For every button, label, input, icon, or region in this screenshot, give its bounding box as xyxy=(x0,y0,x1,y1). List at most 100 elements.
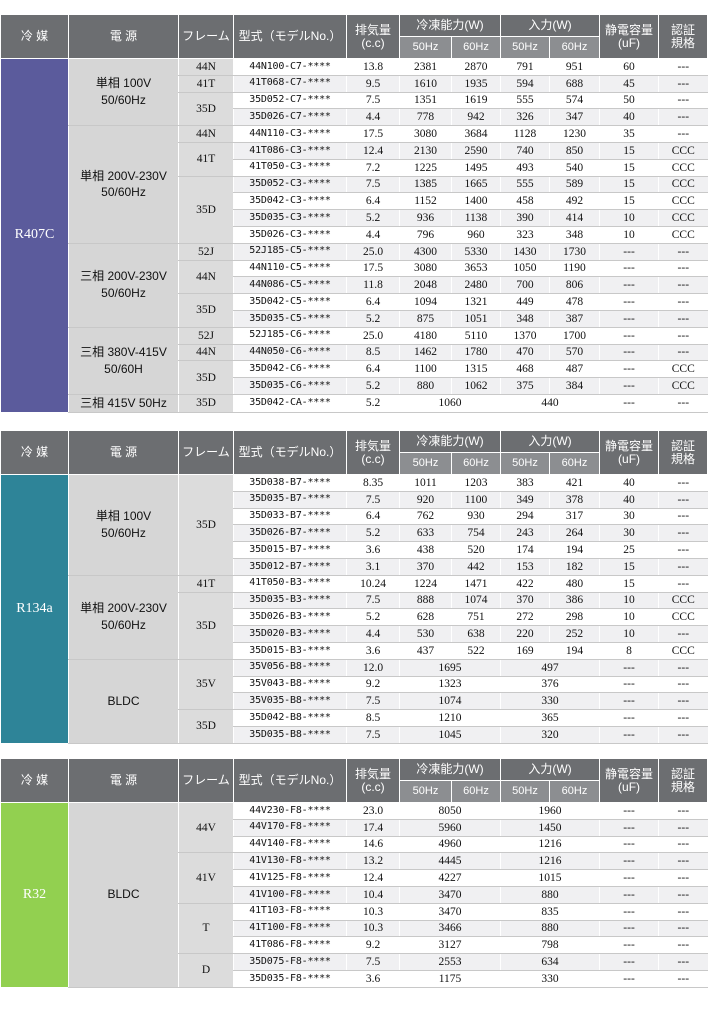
input-cell-text: 252 xyxy=(565,628,584,641)
certification-cell: --- xyxy=(658,625,708,643)
cooling-cell-text: 1780 xyxy=(464,346,488,359)
cooling-cell-text: 960 xyxy=(467,228,485,241)
header-capacitance: 静電容量 (uF) xyxy=(599,758,660,803)
model-cell: 35D052-C7-**** xyxy=(233,92,347,110)
displacement-cell-text: 23.0 xyxy=(362,804,384,817)
displacement-cell-text: 6.4 xyxy=(365,363,381,376)
input-cell: 480 xyxy=(549,575,600,593)
cooling-cell: 1400 xyxy=(450,192,501,211)
input-cell-text: 791 xyxy=(516,60,534,73)
model-cell-text: 41T086-F8-**** xyxy=(249,939,331,951)
displacement-cell: 12.4 xyxy=(346,142,400,160)
capacitance-cell-text: --- xyxy=(623,279,635,292)
input-cell-text: 376 xyxy=(541,678,559,691)
cooling-cell-text: 3470 xyxy=(438,888,462,901)
certification-cell: CCC xyxy=(658,176,708,194)
model-cell: 41V130-F8-**** xyxy=(233,852,347,871)
frame-cell: D xyxy=(178,953,234,988)
header-frequency: 60Hz xyxy=(549,780,601,803)
displacement-cell: 3.6 xyxy=(346,541,400,559)
certification-cell: CCC xyxy=(658,592,708,610)
cooling-cell: 3470 xyxy=(398,886,501,904)
displacement-cell: 7.5 xyxy=(346,491,400,509)
cooling-cell-text: 1074 xyxy=(438,695,462,708)
input-cell: 1230 xyxy=(549,125,600,143)
model-cell-text: 35D035-C3-**** xyxy=(249,211,331,223)
input-cell: 370 xyxy=(500,592,550,610)
frame-cell: 35D xyxy=(178,709,234,744)
header-certification-text: 認証 xyxy=(671,766,696,781)
header-row: 冷 媒 電 源 フレーム 型式（モデルNo.） 排気量 (c.c) 冷凍能力(W) 入力(W)… xyxy=(0,430,709,475)
cooling-cell: 4227 xyxy=(398,869,501,887)
displacement-cell-text: 10.3 xyxy=(362,922,384,935)
frame-cell: 35D xyxy=(178,474,234,576)
frame-text: 52J xyxy=(198,329,214,342)
input-cell-text: 349 xyxy=(516,493,534,506)
capacitance-cell: 15 xyxy=(599,142,659,160)
cooling-cell: 8050 xyxy=(398,802,501,820)
frame-cell: 44V xyxy=(178,802,234,854)
header-certification-text: 規格 xyxy=(671,451,696,466)
header-input: 入力(W) xyxy=(500,758,601,781)
displacement-cell-text: 9.5 xyxy=(365,77,381,90)
header-displacement-text: (c.c) xyxy=(361,779,385,794)
input-cell-text: 323 xyxy=(516,228,534,241)
power-cell: BLDC xyxy=(68,802,179,988)
cooling-cell: 1100 xyxy=(399,360,452,379)
input-cell-text: 375 xyxy=(516,380,534,392)
displacement-cell: 23.0 xyxy=(346,802,400,820)
frame-text: T xyxy=(202,922,210,935)
model-cell: 44V230-F8-**** xyxy=(233,802,347,820)
input-cell: 330 xyxy=(500,692,600,711)
frame-text: 41T xyxy=(196,153,216,166)
power-text: 単相 100V xyxy=(95,76,152,91)
cooling-cell-text: 1051 xyxy=(464,312,488,325)
input-cell: 349 xyxy=(500,491,550,509)
capacitance-cell-text: 45 xyxy=(623,77,635,90)
certification-cell: --- xyxy=(658,936,708,955)
capacitance-cell-text: 15 xyxy=(623,195,635,208)
header-frequency: 60Hz xyxy=(549,452,601,475)
displacement-cell-text: 10.4 xyxy=(362,888,384,901)
cooling-cell: 942 xyxy=(450,108,501,127)
input-cell-text: 880 xyxy=(541,888,559,901)
capacitance-cell-text: 10 xyxy=(623,628,635,641)
certification-cell-text: CCC xyxy=(671,212,695,225)
input-cell-text: 272 xyxy=(516,611,534,624)
displacement-cell: 13.2 xyxy=(346,852,400,871)
certification-cell-text: --- xyxy=(677,804,690,817)
header-certification-text: 規格 xyxy=(671,35,696,50)
input-cell: 570 xyxy=(549,344,600,362)
data-row: 35D 35D052-C7-**** 7.5 1351 1619 555 574 50 --- xyxy=(1,92,708,127)
cooling-cell-text: 1351 xyxy=(414,94,437,107)
input-cell-text: 740 xyxy=(516,144,534,157)
cooling-cell: 1610 xyxy=(399,75,452,93)
cooling-cell-text: 3653 xyxy=(464,262,488,275)
model-cell: 35D038-B7-**** xyxy=(233,474,347,492)
data-row: 35D035-B7-**** 7.5 920 1100 349 378 40 --- xyxy=(1,491,708,509)
cooling-cell: 1062 xyxy=(450,377,501,395)
cooling-cell: 930 xyxy=(450,508,501,526)
model-cell: 44N110-C5-**** xyxy=(233,260,347,278)
header-capacitance-text: 静電容量 xyxy=(605,766,654,781)
header-power: 電 源 xyxy=(68,430,179,475)
displacement-cell-text: 11.8 xyxy=(363,279,383,292)
header-frequency-text: 50Hz xyxy=(412,40,439,53)
cooling-cell-text: 1495 xyxy=(464,161,488,174)
input-cell: 384 xyxy=(549,377,600,395)
certification-cell-text: --- xyxy=(677,939,690,952)
power-text: 単相 200V-230V xyxy=(80,601,167,616)
certification-cell: --- xyxy=(658,108,708,127)
input-cell: 348 xyxy=(500,310,550,328)
model-cell: 44V170-F8-**** xyxy=(233,819,347,837)
input-cell-text: 264 xyxy=(565,527,584,540)
cooling-cell: 5110 xyxy=(450,327,501,345)
data-row: 41T 41T086-C3-**** 12.4 2130 2590 740 850 15 CCC xyxy=(1,142,708,177)
power-cell: 三相 415V 50Hz xyxy=(68,394,179,413)
model-cell: 35D035-B3-**** xyxy=(233,592,347,610)
cooling-cell: 920 xyxy=(399,491,452,509)
frame-text: 44V xyxy=(196,821,216,834)
certification-cell-text: --- xyxy=(677,296,690,309)
header-certification-text: 規格 xyxy=(671,779,696,794)
displacement-cell-text: 12.0 xyxy=(362,661,384,674)
